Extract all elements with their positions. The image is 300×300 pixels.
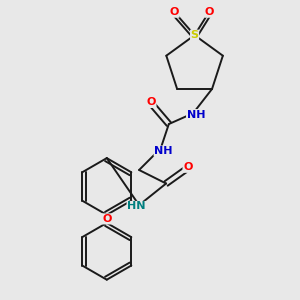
Text: O: O <box>102 214 112 224</box>
Text: O: O <box>183 162 192 172</box>
Text: NH: NH <box>154 146 173 156</box>
Text: NH: NH <box>187 110 205 120</box>
Text: O: O <box>205 7 214 17</box>
Text: O: O <box>147 98 156 107</box>
Text: O: O <box>169 7 179 17</box>
Text: HN: HN <box>127 202 146 212</box>
Text: S: S <box>190 30 199 40</box>
